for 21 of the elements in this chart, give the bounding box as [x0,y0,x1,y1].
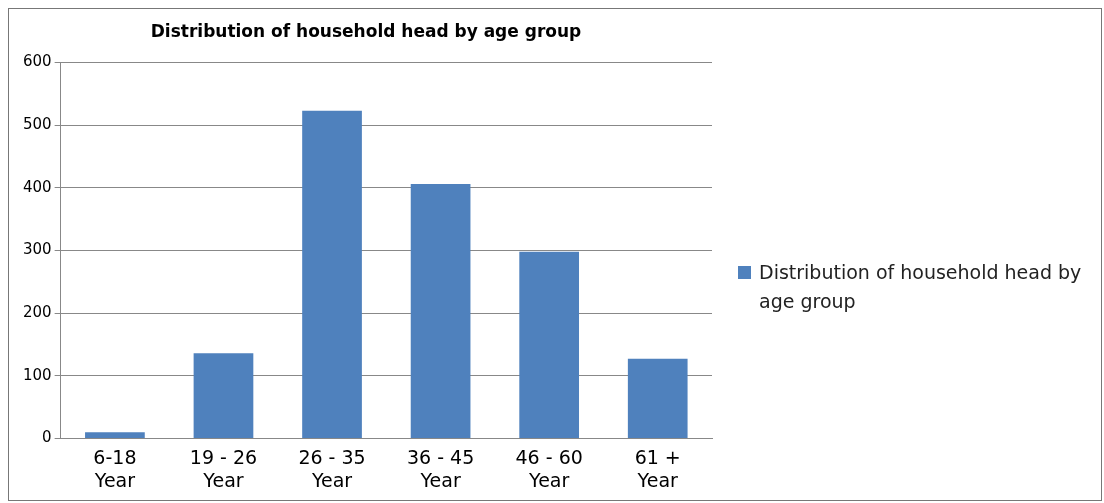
bar [519,251,580,438]
y-tick-label: 500 [22,114,52,133]
x-tick-label: 26 - 35 Year [298,445,366,491]
y-tick-label: 400 [22,177,52,196]
chart-title: Distribution of household head by age group [150,20,582,41]
x-tick-label: 6-18 Year [93,445,137,491]
x-tick-label: 36 - 45 Year [406,445,475,491]
x-tick-label: 19 - 26 Year [189,445,258,491]
x-tick-label: 46 - 60 Year [515,445,583,491]
x-tick-label: 61 + Year [634,445,681,491]
y-tick-label: 600 [22,52,52,71]
bar [85,432,145,438]
y-tick-label: 0 [42,428,52,447]
legend-label: Distribution of household head by age group [759,260,1083,314]
bar [302,110,362,438]
y-tick-label: 100 [22,365,52,384]
bar [193,353,254,438]
y-tick-label: 200 [22,302,52,321]
bar [627,358,688,438]
bar [410,183,471,438]
y-tick-label: 300 [22,240,52,259]
